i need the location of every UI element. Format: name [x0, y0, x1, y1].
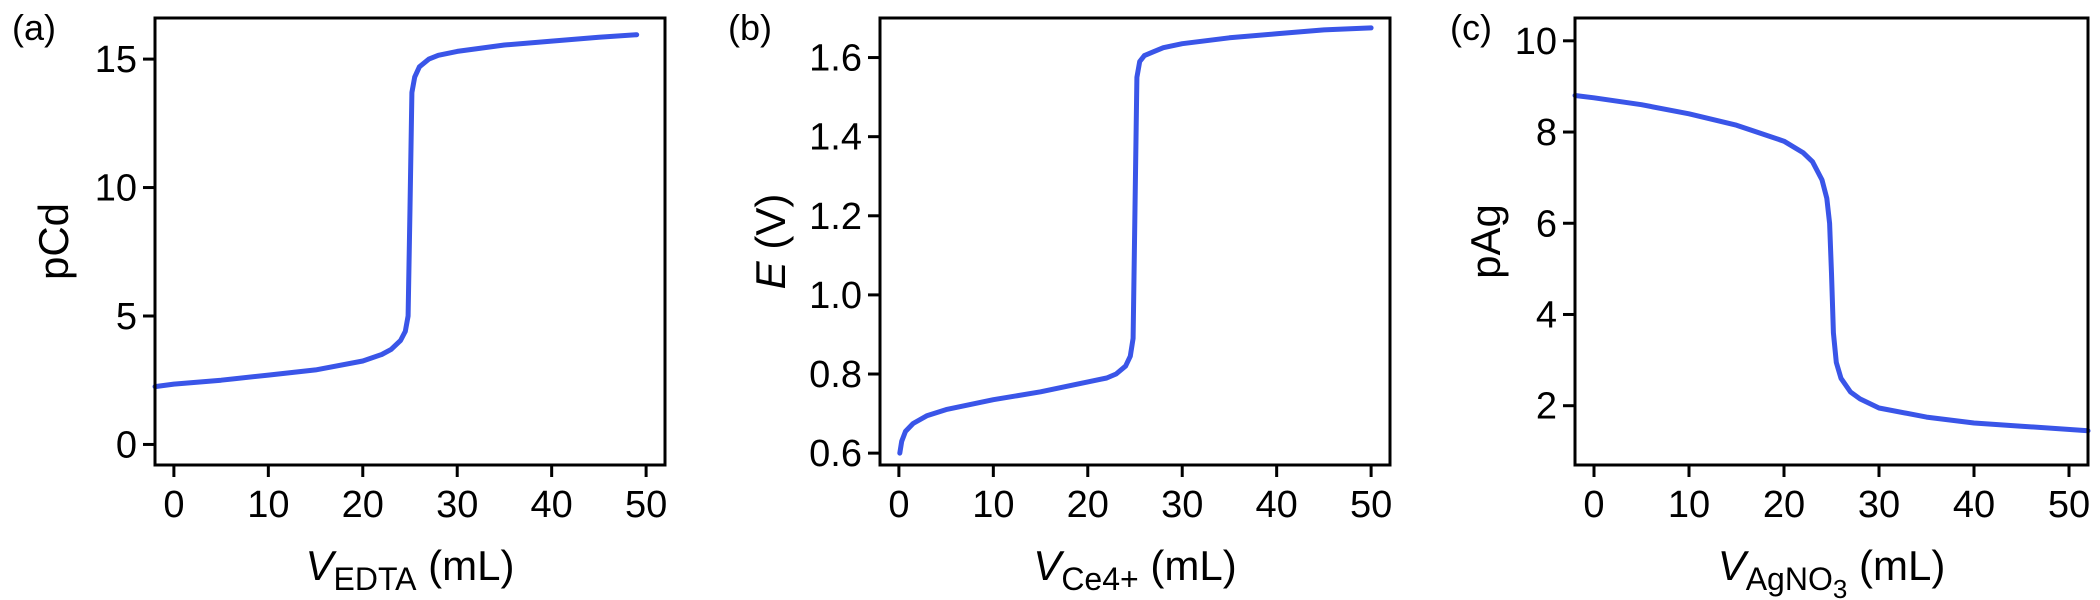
chart-panel-1: (a) 0 10 20 30 40 50 0 5 10 15 VEDTA (mL) pCd — [12, 7, 667, 597]
x-axis-label-subscript: AgNO — [1746, 561, 1833, 597]
y-axis-label-main: pCd — [30, 203, 77, 280]
x-tick-label: 20 — [1763, 484, 1805, 526]
x-axis-label-subscript-2: 3 — [1833, 574, 1847, 600]
series-line — [1572, 93, 2091, 434]
x-axis-label-main: V — [306, 542, 338, 589]
y-tick-label: 1.0 — [809, 275, 862, 317]
y-tick-label: 2 — [1536, 386, 1557, 428]
series-line — [897, 25, 1374, 456]
y-tick-label: 4 — [1536, 294, 1557, 336]
y-tick-label: 1.6 — [809, 38, 862, 80]
x-tick-label: 50 — [2048, 484, 2090, 526]
x-tick-label: 40 — [1953, 484, 1995, 526]
y-tick-label: 0 — [116, 424, 137, 466]
x-tick-label: 50 — [1350, 484, 1392, 526]
panel-label: (a) — [12, 7, 56, 48]
x-tick-label: 0 — [1583, 484, 1604, 526]
y-axis-label: E (V) — [747, 194, 794, 290]
x-axis-label-unit: (mL) — [1847, 542, 1945, 589]
x-tick-label: 20 — [342, 484, 384, 526]
x-axis-label: VCe4+ (mL) — [1033, 542, 1236, 597]
y-tick-label: 0.8 — [809, 354, 862, 396]
x-axis-label: VEDTA (mL) — [306, 542, 515, 597]
x-axis-label-main: V — [1033, 542, 1065, 589]
x-tick-label: 30 — [436, 484, 478, 526]
x-tick-label: 0 — [163, 484, 184, 526]
x-axis-label-subscript: Ce4+ — [1061, 561, 1138, 597]
panel-label: (b) — [728, 7, 772, 48]
x-tick-label: 10 — [247, 484, 289, 526]
x-tick-label: 40 — [531, 484, 573, 526]
y-tick-label: 5 — [116, 296, 137, 338]
x-axis-label-unit: (mL) — [1139, 542, 1237, 589]
x-tick-label: 30 — [1858, 484, 1900, 526]
plot-frame — [153, 16, 667, 467]
x-tick-label: 10 — [972, 484, 1014, 526]
y-axis-label: pAg — [1462, 204, 1509, 279]
x-axis-label-main: V — [1718, 542, 1750, 589]
y-tick-label: 6 — [1536, 203, 1557, 245]
y-tick-label: 0.6 — [809, 433, 862, 475]
x-tick-label: 20 — [1067, 484, 1109, 526]
series-line — [152, 32, 640, 390]
y-tick-label: 10 — [1515, 21, 1557, 63]
chart-panel-2: (b) 0 10 20 30 40 50 0.6 0.8 1.0 1.2 1.4 1.6 VCe4+ (m… — [728, 7, 1392, 597]
y-tick-label: 1.2 — [809, 196, 862, 238]
y-tick-label: 8 — [1536, 112, 1557, 154]
y-tick-label: 15 — [95, 39, 137, 81]
x-axis-label-unit: (mL) — [416, 542, 514, 589]
x-tick-label: 30 — [1161, 484, 1203, 526]
x-tick-label: 10 — [1668, 484, 1710, 526]
plot-frame — [878, 16, 1392, 467]
x-tick-label: 0 — [888, 484, 909, 526]
y-tick-label: 10 — [95, 168, 137, 210]
y-tick-label: 1.4 — [809, 117, 862, 159]
plot-frame — [1573, 16, 2090, 467]
x-axis-label-subscript: EDTA — [334, 561, 418, 597]
y-axis-label: pCd — [30, 203, 77, 280]
x-axis-label: VAgNO3 (mL) — [1718, 542, 1946, 600]
y-axis-label-unit: (V) — [747, 194, 794, 262]
y-axis-label-main: pAg — [1462, 204, 1509, 279]
panel-label: (c) — [1450, 7, 1492, 48]
x-tick-label: 50 — [625, 484, 667, 526]
y-axis-label-main: E — [747, 260, 794, 289]
x-tick-label: 40 — [1256, 484, 1298, 526]
